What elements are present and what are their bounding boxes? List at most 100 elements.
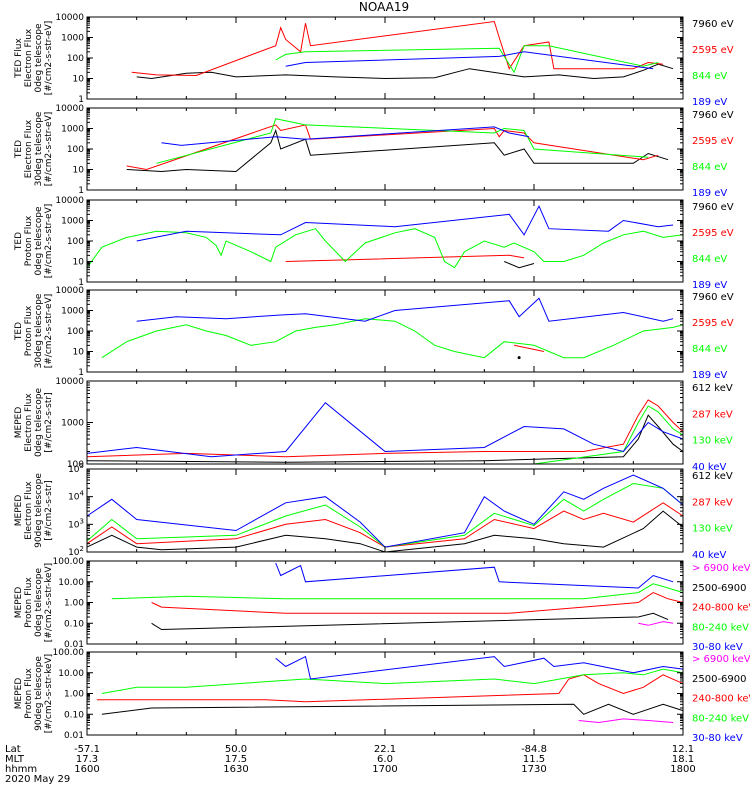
footer-tick-value: 12.1 — [672, 744, 694, 755]
y-tick-label: 10.00 — [58, 669, 84, 679]
y-tick-label: 100 — [67, 237, 84, 247]
legend-label-2: 287 keV — [692, 409, 733, 420]
panel-frame — [86, 560, 684, 645]
series-trace-3 — [96, 674, 684, 703]
series-trace-3 — [86, 482, 684, 548]
y-tick-label: 10 — [73, 348, 85, 358]
y-tick-label: 0.10 — [64, 619, 84, 629]
y-tick-label: 1.00 — [64, 599, 84, 609]
panel-frame — [86, 107, 684, 191]
footer-tick-value: 17.3 — [76, 754, 98, 765]
y-tick-label: 0.01 — [64, 731, 84, 741]
footer-row-label: hhmm — [5, 764, 37, 775]
legend-label-1: 612 keV — [692, 383, 733, 394]
series-trace-1 — [86, 414, 684, 463]
series-trace-5 — [275, 562, 674, 589]
y-tick-label: 10 — [73, 166, 85, 176]
legend-label-2: 2595 eV — [692, 45, 734, 56]
legend-label-4: 189 eV — [692, 97, 727, 108]
series-trace-3 — [101, 318, 684, 359]
series-trace-4 — [86, 401, 684, 458]
y-tick-label: 1.00 — [64, 690, 84, 700]
legend-label-1: 7960 eV — [692, 292, 734, 303]
y-tick-label: 100.00 — [53, 648, 85, 658]
panel-8: > 6900 keV 2500-6900 240-800 keV 80-240 keV… — [14, 648, 750, 744]
footer-tick-value: 17.5 — [225, 754, 247, 765]
series-trace-2 — [126, 124, 659, 171]
series-trace-1 — [504, 261, 535, 269]
y-tick-label: 103 — [68, 517, 84, 530]
footer-tick-value: 11.5 — [523, 754, 545, 765]
y-tick-label: 1000 — [61, 125, 84, 135]
y-tick-label: 100 — [67, 54, 84, 64]
series-trace-3 — [156, 118, 649, 164]
legend-label-4: 189 eV — [692, 280, 727, 291]
y-tick-label: 0.10 — [64, 710, 84, 720]
footer-tick-value: 6.0 — [377, 754, 393, 765]
y-axis-label: TEDElectron Flux30deg telescope[#/cm2-s-… — [14, 111, 54, 186]
y-tick-label: 10.00 — [58, 578, 84, 588]
series-trace-1 — [86, 510, 684, 553]
footer-tick-value: 1730 — [521, 764, 546, 775]
legend-label-3: 844 eV — [692, 162, 727, 173]
panel-2: 7960 eV 2595 eV 844 eV 189 eV 1 10 100 1000 1000… — [14, 104, 734, 199]
y-tick-label: 100 — [67, 145, 84, 155]
legend-label-2: 2500-6900 — [692, 583, 747, 594]
y-tick-label: 1 — [78, 368, 84, 378]
panel-frame — [86, 289, 684, 373]
y-axis-label: MEPEDElectron Flux0deg telescope[#/cm2-s… — [14, 388, 54, 458]
series-trace-4 — [285, 51, 654, 70]
series-trace-2 — [101, 703, 684, 715]
series-trace-2 — [131, 20, 664, 77]
legend-label-2: 287 keV — [692, 497, 733, 508]
panel-frame — [86, 468, 684, 553]
y-tick-label: 10 — [73, 258, 85, 268]
series-trace-2 — [513, 344, 545, 352]
y-tick-label: 100.00 — [53, 557, 85, 567]
legend-label-3: 130 keV — [692, 524, 733, 535]
y-axis-label: MEPEDElectron Flux90deg telescope[#/cm2-… — [14, 473, 54, 548]
series-trace-3 — [275, 45, 659, 74]
y-tick-label: 1 — [78, 278, 84, 288]
legend-label-4: 40 keV — [692, 462, 726, 473]
series-trace-1 — [578, 718, 674, 724]
series-trace-4 — [86, 474, 684, 548]
y-axis-label: MEPEDProton Flux90deg telescope[#/cm2-s-… — [14, 654, 54, 733]
footer-tick-value: -84.8 — [521, 744, 547, 755]
panel-1: 7960 eV 2595 eV 844 eV 189 eV 1 10 100 1000 1000… — [14, 13, 734, 108]
panel-6: 612 keV 287 keV 130 keV 40 keV 102 103 104 105 M… — [14, 462, 733, 561]
legend-label-4: 40 keV — [692, 550, 726, 561]
y-axis-label: TED FluxElectron Flux0deg telescope[#/cm… — [14, 21, 54, 96]
y-tick-label: 10000 — [55, 104, 84, 114]
legend-label-4: 80-240 keV — [692, 713, 749, 724]
y-tick-label: 1000 — [61, 307, 84, 317]
series-trace-5 — [275, 655, 684, 680]
y-tick-label: 0.01 — [64, 640, 84, 650]
series-trace-4 — [136, 297, 674, 322]
footer-tick-value: -57.1 — [74, 744, 100, 755]
footer-tick-value: 1600 — [74, 764, 99, 775]
y-tick-label: 1000 — [61, 419, 84, 429]
y-tick-label: 10000 — [55, 13, 84, 23]
legend-label-2: 2595 eV — [692, 228, 734, 239]
panel-frame — [86, 16, 684, 100]
series-trace-4 — [136, 205, 674, 242]
series-trace-1 — [638, 621, 674, 626]
series-trace-4 — [111, 583, 684, 600]
y-tick-label: 1 — [78, 95, 84, 105]
y-axis-label: TEDProton Flux30deg telescope[#/cm2-s-st… — [14, 293, 54, 368]
legend-label-3: 844 eV — [692, 71, 727, 82]
footer-tick-value: 1630 — [223, 764, 248, 775]
legend-label-3: 130 keV — [692, 436, 733, 447]
series-trace-2 — [151, 612, 669, 631]
legend-label-4: 189 eV — [692, 188, 727, 199]
legend-label-1: 7960 eV — [692, 202, 734, 213]
legend-label-4: 189 eV — [692, 370, 727, 381]
panel-frame — [86, 199, 684, 283]
y-tick-label: 105 — [68, 462, 84, 475]
legend-label-5: 30-80 keV — [692, 642, 743, 653]
series-trace-1 — [136, 63, 674, 80]
y-tick-label: 1 — [78, 186, 84, 196]
legend-label-4: 80-240 keV — [692, 622, 749, 633]
